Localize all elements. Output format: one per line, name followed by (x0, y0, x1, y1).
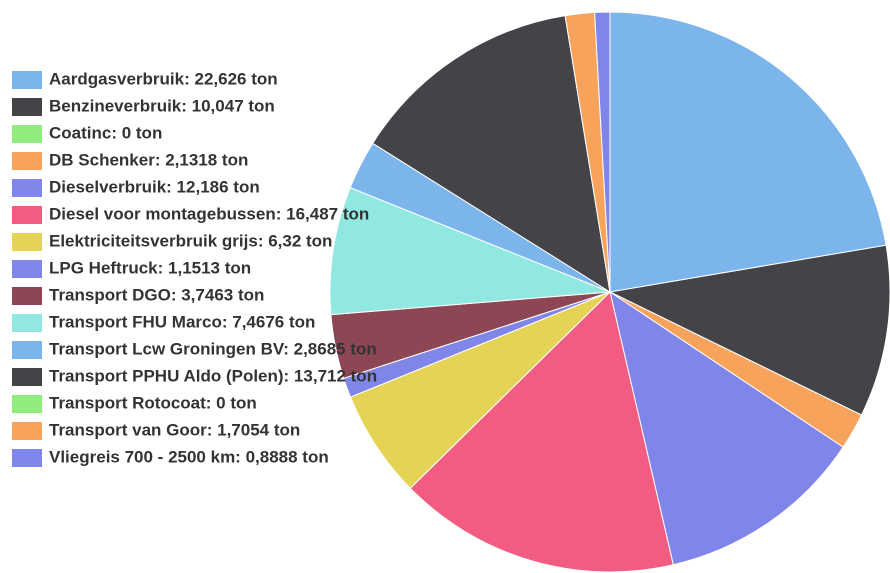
legend-swatch (12, 71, 42, 89)
legend-swatch (12, 98, 42, 116)
legend-label: Dieselverbruik: 12,186 ton (49, 177, 260, 196)
pie-slice (594, 11, 611, 293)
legend-swatch (12, 152, 42, 170)
legend-label: LPG Heftruck: 1,1513 ton (49, 258, 251, 277)
pie-slice (329, 186, 611, 316)
legend-swatch (12, 287, 42, 305)
legend-label: Transport DGO: 3,7463 ton (49, 285, 264, 304)
legend-label: Aardgasverbruik: 22,626 ton (49, 69, 278, 88)
legend-label: Transport Lcw Groningen BV: 2,8685 ton (49, 339, 377, 358)
legend-swatch (12, 341, 42, 359)
pie-slice (372, 15, 611, 294)
legend-label: Diesel voor montagebussen: 16,487 ton (49, 204, 369, 223)
legend-label: Transport FHU Marco: 7,4676 ton (49, 312, 315, 331)
legend-label: Transport PPHU Aldo (Polen): 13,712 ton (49, 366, 377, 385)
legend-swatch (12, 125, 42, 143)
legend-label: DB Schenker: 2,1318 ton (49, 150, 248, 169)
pie-slice (409, 291, 674, 573)
pie-slice (609, 290, 844, 566)
legend-swatch (12, 233, 42, 251)
legend-swatch (12, 422, 42, 440)
legend-label: Vliegreis 700 - 2500 km: 0,8888 ton (49, 447, 329, 466)
legend-swatch (12, 395, 42, 413)
legend-label: Elektriciteitsverbruik grijs: 6,32 ton (49, 231, 332, 250)
legend-swatch (12, 368, 42, 386)
legend-label: Transport Rotocoat: 0 ton (49, 393, 257, 412)
legend-label: Transport van Goor: 1,7054 ton (49, 420, 300, 439)
legend-swatch (12, 449, 42, 467)
pie-slice (608, 244, 890, 416)
legend-label: Benzineverbruik: 10,047 ton (49, 96, 275, 115)
legend-swatch (12, 314, 42, 332)
pie-slice (609, 11, 887, 293)
legend-swatch (12, 206, 42, 224)
legend-swatch (12, 179, 42, 197)
legend-label: Coatinc: 0 ton (49, 123, 162, 142)
legend-swatch (12, 260, 42, 278)
